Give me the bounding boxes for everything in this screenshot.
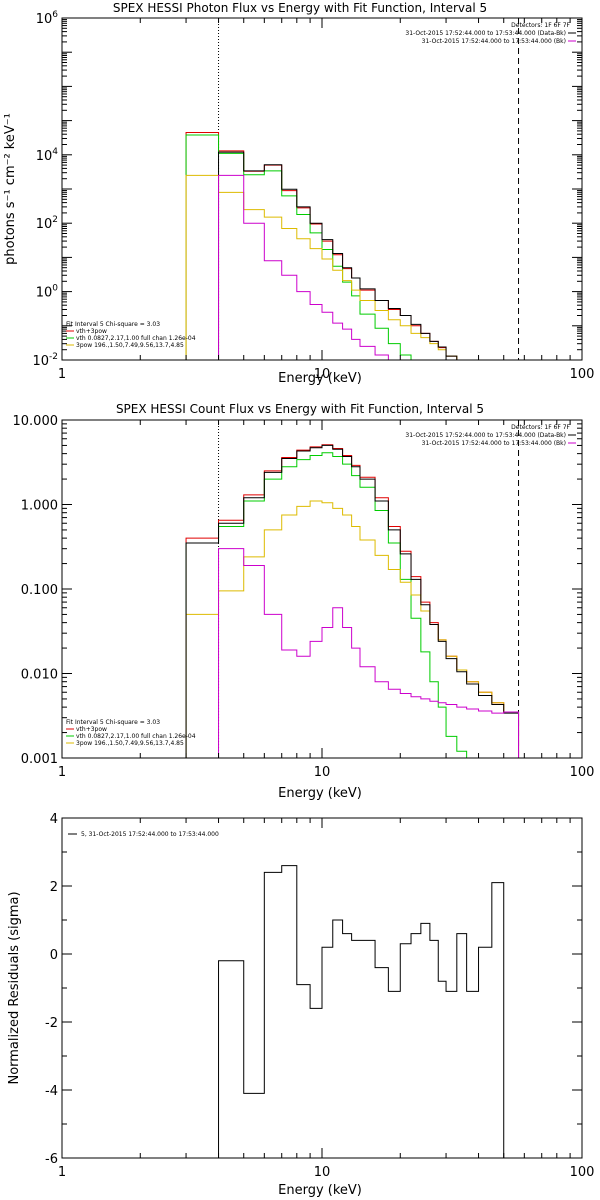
x-axis-label: Energy (keV) bbox=[278, 786, 362, 801]
x-axis-label: Energy (keV) bbox=[278, 1183, 362, 1198]
x-tick-label: 100 bbox=[570, 765, 595, 780]
legend-entry: 5, 31-Oct-2015 17:52:44.000 to 17:53:44.… bbox=[81, 831, 219, 838]
y-tick-label: 1.000 bbox=[21, 499, 58, 514]
y-axis-label: photons s⁻¹ cm⁻² keV⁻¹ bbox=[3, 113, 18, 265]
legend-entry: vth 0.0827,2.17,1.00 full chan 1.26e-04 bbox=[76, 335, 196, 342]
y-tick-label: 0 bbox=[50, 948, 58, 963]
legend-header: Fit Interval 5 Chi-square = 3.03 bbox=[66, 321, 160, 328]
y-tick-label: 102 bbox=[36, 215, 58, 232]
y-axis-label: Normalized Residuals (sigma) bbox=[7, 891, 22, 1084]
x-tick-label: 100 bbox=[570, 1165, 595, 1180]
legend-header: Fit Interval 5 Chi-square = 3.03 bbox=[66, 719, 160, 726]
series-data-bk bbox=[185, 444, 520, 758]
y-tick-label: 10.000 bbox=[13, 414, 59, 429]
series-vth-3pow bbox=[185, 444, 520, 758]
series-3pow bbox=[185, 174, 519, 361]
series-vth bbox=[185, 134, 519, 361]
y-tick-label: 106 bbox=[36, 10, 59, 27]
y-tick-label: 104 bbox=[36, 147, 59, 164]
chart-title: SPEX HESSI Photon Flux vs Energy with Fi… bbox=[113, 1, 487, 15]
x-tick-label: 10 bbox=[314, 367, 331, 382]
x-tick-label: 1 bbox=[58, 765, 66, 780]
y-tick-label: -4 bbox=[45, 1084, 58, 1099]
legend-entry: 31-Oct-2015 17:52:44.000 to 17:53:44.000… bbox=[405, 432, 566, 439]
legend-entry: vth 0.0827,2.17,1.00 full chan 1.26e-04 bbox=[76, 733, 196, 740]
legend-header: Detectors: 1F 6F 7F bbox=[511, 424, 570, 431]
series-vth-3pow bbox=[185, 131, 519, 361]
x-tick-label: 100 bbox=[570, 367, 595, 382]
x-tick-label: 10 bbox=[314, 1165, 331, 1180]
legend-entry: 31-Oct-2015 17:52:44.000 to 17:53:44.000… bbox=[422, 38, 566, 45]
y-tick-label: 0.010 bbox=[21, 668, 58, 683]
y-tick-label: 0.001 bbox=[21, 752, 58, 767]
y-tick-label: 2 bbox=[50, 880, 58, 895]
series-data-bk bbox=[218, 151, 519, 361]
x-axis-label: Energy (keV) bbox=[278, 371, 362, 386]
series-3pow bbox=[185, 500, 520, 758]
chart-title: SPEX HESSI Count Flux vs Energy with Fit… bbox=[116, 402, 484, 416]
legend-entry: 3pow 196.,1.50,7.49,9.56,13.7,4.85 bbox=[76, 342, 184, 349]
legend-header: Detectors: 1F 6F 7F bbox=[511, 22, 570, 29]
y-tick-label: 0.100 bbox=[21, 583, 58, 598]
series-bk bbox=[218, 548, 520, 758]
chart-2: SPEX HESSI Count Flux vs Energy with Fit… bbox=[13, 402, 595, 801]
y-tick-label: -6 bbox=[45, 1152, 58, 1167]
x-tick-label: 1 bbox=[58, 367, 66, 382]
y-tick-label: 10-2 bbox=[32, 352, 58, 369]
legend-entry: vth+3pow bbox=[76, 726, 107, 733]
y-tick-label: 100 bbox=[36, 284, 59, 301]
series-residuals bbox=[218, 865, 519, 1159]
chart-1: SPEX HESSI Photon Flux vs Energy with Fi… bbox=[3, 1, 594, 386]
series-bk bbox=[218, 174, 519, 361]
x-tick-label: 1 bbox=[58, 1165, 66, 1180]
y-tick-label: -2 bbox=[45, 1016, 58, 1031]
legend-entry: 31-Oct-2015 17:52:44.000 to 17:53:44.000… bbox=[405, 30, 566, 37]
chart-3: 1 10 100 -6 -4 -2 0 2 4 Energy (keV) Normalized Re… bbox=[7, 812, 594, 1198]
legend-entry: vth+3pow bbox=[76, 328, 107, 335]
legend-entry: 31-Oct-2015 17:52:44.000 to 17:53:44.000… bbox=[422, 440, 566, 447]
y-tick-label: 4 bbox=[50, 812, 58, 827]
legend-entry: 3pow 196.,1.50,7.49,9.56,13.7,4.85 bbox=[76, 740, 184, 747]
series-vth bbox=[185, 452, 519, 759]
x-tick-label: 10 bbox=[314, 765, 331, 780]
